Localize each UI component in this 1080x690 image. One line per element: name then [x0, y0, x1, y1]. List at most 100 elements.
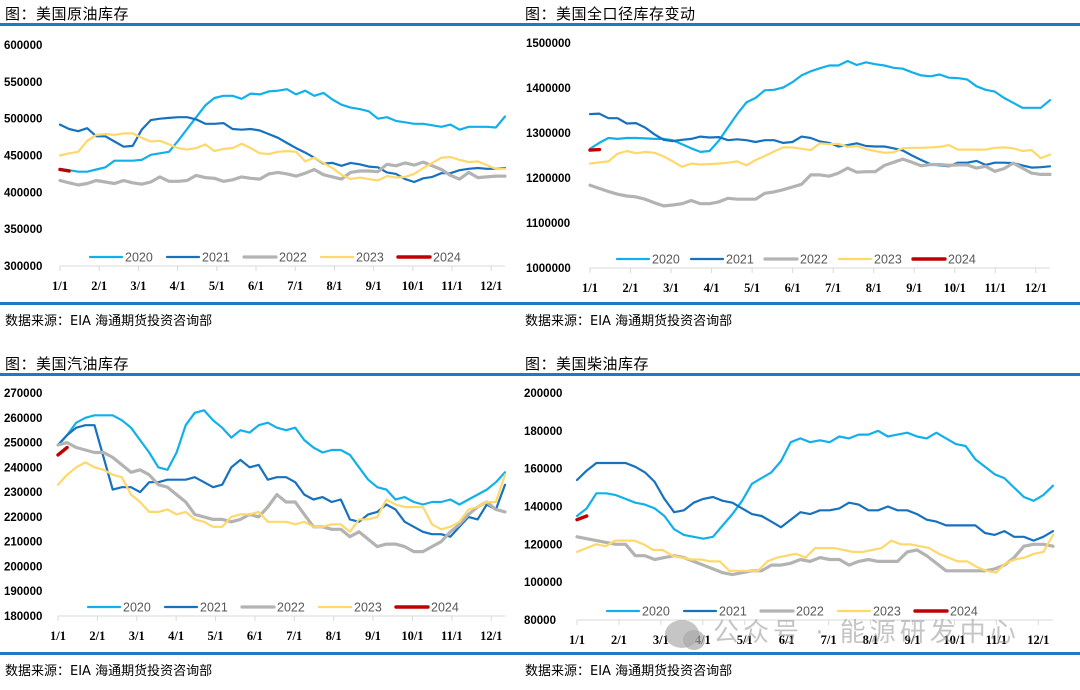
x-tick-label: 2/1: [611, 633, 627, 647]
legend-item-2024: 2024: [394, 601, 459, 615]
y-tick-label: 200000: [4, 561, 42, 573]
legend-item-2022: 2022: [763, 253, 828, 267]
x-tick-label: 8/1: [863, 633, 879, 647]
legend-item-2023: 2023: [317, 601, 382, 615]
x-tick-label: 3/1: [663, 281, 679, 295]
x-tick-label: 3/1: [653, 633, 669, 647]
x-tick-label: 1/1: [569, 633, 585, 647]
series-line-2024: [575, 514, 589, 522]
y-tick-label: 400000: [4, 187, 42, 199]
x-tick-label: 7/1: [825, 281, 841, 295]
y-tick-label: 190000: [4, 586, 42, 598]
legend-item-2021: 2021: [682, 605, 747, 619]
x-tick-label: 11/1: [985, 281, 1007, 295]
gasoline-inventory-chart: 270000 260000 250000 240000 230000 220000 2100…: [4, 388, 507, 643]
y-tick-label: 180000: [524, 426, 562, 438]
y-tick-label: 100000: [524, 577, 562, 589]
y-tick-label: 240000: [4, 462, 42, 474]
legend-label: 2021: [719, 605, 747, 619]
y-tick-label: 350000: [4, 224, 42, 236]
title-divider: [0, 373, 540, 376]
x-tick-label: 10/1: [943, 633, 965, 647]
legend-label: 2020: [125, 251, 153, 265]
y-tick-label: 260000: [4, 413, 42, 425]
x-tick-label: 11/1: [441, 629, 463, 643]
diesel-inventory-chart: 200000 180000 160000 140000 120000 100000 8000…: [524, 388, 1055, 647]
title-divider: [520, 373, 1080, 376]
series-line-2022: [588, 157, 1052, 208]
series-line-2020: [575, 429, 1055, 540]
x-tick-label: 7/1: [286, 629, 302, 643]
x-tick-label: 6/1: [247, 629, 263, 643]
y-tick-label: 80000: [524, 615, 556, 627]
x-tick-label: 4/1: [168, 629, 184, 643]
legend-item-2024: 2024: [911, 253, 976, 267]
series-line-2024: [58, 167, 71, 173]
x-tick-label: 1/1: [52, 279, 68, 293]
series-line-2023: [58, 132, 507, 182]
legend-item-2023: 2023: [319, 251, 384, 265]
x-tick-label: 3/1: [130, 279, 146, 293]
series-line-2022: [575, 535, 1055, 577]
legend-label: 2022: [796, 605, 824, 619]
source-divider: [0, 652, 540, 655]
y-tick-label: 1500000: [526, 38, 571, 50]
legend-item-2022: 2022: [240, 601, 305, 615]
series-line-2021: [56, 424, 507, 538]
chart-title: 图：美国柴油库存: [525, 355, 650, 373]
legend-label: 2020: [652, 253, 680, 267]
legend-label: 2020: [642, 605, 670, 619]
series-line-2024: [56, 445, 69, 457]
legend-item-2022: 2022: [759, 605, 824, 619]
legend-item-2023: 2023: [837, 253, 902, 267]
x-tick-label: 5/1: [208, 629, 224, 643]
series-line-2020: [56, 409, 507, 506]
series-line-2024: [588, 147, 602, 152]
data-source: 数据来源：EIA 海通期货投资咨询部: [5, 314, 213, 329]
diesel-inventory-panel: 图：美国柴油库存 200000 180000 160000 140000 120000 1…: [520, 350, 1080, 690]
series-line-2021: [588, 112, 1052, 169]
y-tick-label: 270000: [4, 388, 42, 400]
y-tick-label: 140000: [524, 502, 562, 514]
x-tick-label: 11/1: [441, 279, 463, 293]
legend-label: 2021: [726, 253, 754, 267]
y-tick-label: 230000: [4, 487, 42, 499]
legend-item-2020: 2020: [605, 605, 670, 619]
legend-label: 2022: [800, 253, 828, 267]
legend-label: 2024: [431, 601, 459, 615]
title-divider: [0, 23, 540, 26]
source-divider: [520, 652, 1080, 655]
y-tick-label: 250000: [4, 438, 42, 450]
x-tick-label: 4/1: [704, 281, 720, 295]
x-tick-label: 9/1: [906, 281, 922, 295]
legend-label: 2024: [948, 253, 976, 267]
x-tick-label: 5/1: [737, 633, 753, 647]
x-tick-label: 1/1: [582, 281, 598, 295]
legend-label: 2021: [202, 251, 230, 265]
series-line-2023: [588, 142, 1052, 168]
y-tick-label: 160000: [524, 464, 562, 476]
series-line-2022: [58, 160, 507, 187]
crude-inventory-panel: 图：美国原油库存 600000 550000 500000 450000 400000 3…: [0, 0, 540, 340]
title-divider: [520, 23, 1080, 26]
legend-label: 2023: [354, 601, 382, 615]
y-tick-label: 1400000: [526, 83, 571, 95]
legend-item-2021: 2021: [689, 253, 754, 267]
total-inventory-panel: 图：美国全口径库存变动 1500000 1400000 1300000 1200000…: [520, 0, 1080, 340]
chart-title: 图：美国汽油库存: [5, 355, 130, 373]
x-tick-label: 9/1: [365, 629, 381, 643]
gasoline-inventory-panel: 图：美国汽油库存 270000 260000 250000 240000 230000 2…: [0, 350, 540, 690]
y-tick-label: 210000: [4, 537, 42, 549]
x-tick-label: 4/1: [170, 279, 186, 293]
data-source: 数据来源：EIA 海通期货投资咨询部: [525, 664, 733, 679]
legend-label: 2022: [277, 601, 305, 615]
legend-item-2021: 2021: [165, 251, 230, 265]
legend-label: 2023: [356, 251, 384, 265]
y-tick-label: 450000: [4, 151, 42, 163]
chart-title: 图：美国原油库存: [5, 5, 130, 23]
x-tick-label: 5/1: [209, 279, 225, 293]
x-tick-label: 8/1: [326, 279, 342, 293]
series-line-2023: [575, 533, 1055, 574]
x-tick-label: 12/1: [480, 629, 502, 643]
legend-item-2023: 2023: [836, 605, 901, 619]
